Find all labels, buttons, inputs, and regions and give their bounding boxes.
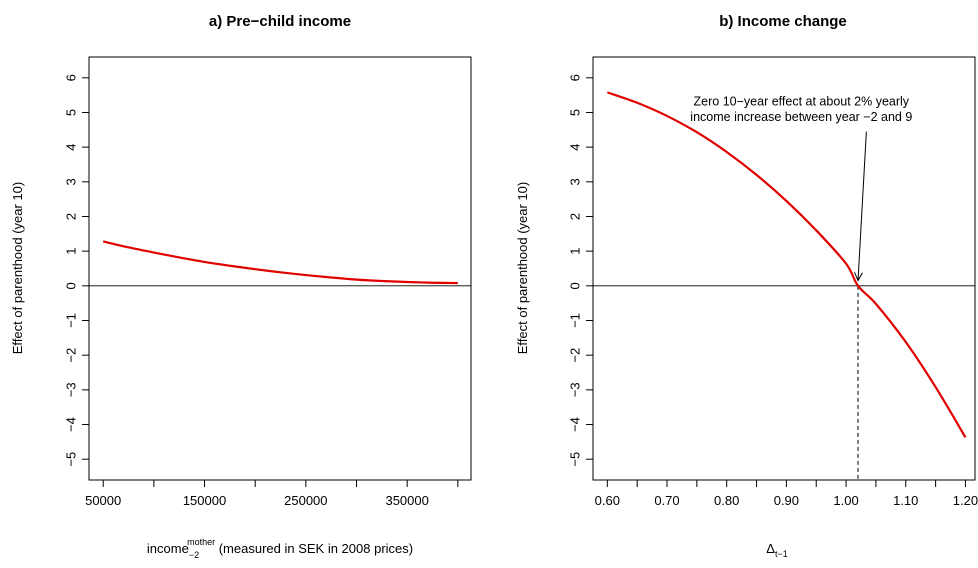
panel-b-x-tick-label: 0.70 [654, 493, 679, 508]
panel-b-y-label: Effect of parenthood (year 10) [515, 182, 530, 354]
panel-a-y-tick-label: −3 [64, 382, 79, 397]
panel-b-x-tick-label: 0.60 [595, 493, 620, 508]
panel-a-y-tick-label: −4 [64, 417, 79, 432]
panel-a-y-tick-label: 0 [64, 282, 79, 289]
panel-b-x-axis: 0.60 0.70 0.80 0.90 1.00 1.10 1.20 [595, 480, 978, 508]
panel-a-y-tick-label: −1 [64, 313, 79, 328]
panel-a: a) Pre−child income −5 −4 −3 −2 −1 0 1 2 3 4 5 6 50… [10, 13, 472, 560]
panel-b-y-tick-label: −5 [568, 452, 583, 467]
panel-a-y-tick-label: 1 [64, 248, 79, 255]
panel-b-y-tick-label: −2 [568, 348, 583, 363]
panel-a-y-tick-label: 4 [64, 144, 79, 151]
panel-a-x-label-main: income [147, 541, 189, 556]
panel-b-y-tick-label: 3 [568, 178, 583, 185]
panel-a-y-tick-label: −5 [64, 452, 79, 467]
panel-b-title: b) Income change [719, 13, 847, 30]
panel-a-y-tick-label: −2 [64, 348, 79, 363]
panel-a-x-axis: 50000 150000 250000 350000 [85, 480, 459, 508]
panel-b-y-tick-label: −3 [568, 382, 583, 397]
panel-a-plot-box [88, 56, 472, 481]
panel-b-x-tick-label: 1.00 [833, 493, 858, 508]
panel-b-y-tick-label: 0 [568, 282, 583, 289]
panel-a-x-label: income−2 mother (measured in SEK in 2008 … [147, 537, 413, 560]
panel-b-annotation-arrowhead [854, 272, 863, 282]
panel-a-y-tick-label: 3 [64, 178, 79, 185]
panel-b-annotation-line-2: income increase between year −2 and 9 [690, 110, 912, 124]
panel-b-y-tick-label: −4 [568, 417, 583, 432]
panel-a-y-tick-label: 5 [64, 109, 79, 116]
panel-a-y-axis: −5 −4 −3 −2 −1 0 1 2 3 4 5 6 [64, 74, 89, 467]
panel-b-x-label-main: Δ [766, 541, 775, 556]
panel-b-x-tick-label: 1.20 [953, 493, 978, 508]
panel-b-y-tick-label: 4 [568, 144, 583, 151]
panel-b-y-tick-label: 2 [568, 213, 583, 220]
panel-a-y-tick-label: 6 [64, 74, 79, 81]
panel-a-x-tick-label: 350000 [385, 493, 428, 508]
panel-a-x-tick-label: 50000 [85, 493, 121, 508]
panel-b-y-tick-label: 6 [568, 74, 583, 81]
panel-b-y-tick-label: 1 [568, 248, 583, 255]
panel-a-x-tick-label: 150000 [183, 493, 226, 508]
panel-a-y-label: Effect of parenthood (year 10) [10, 182, 25, 354]
panel-b-x-tick-label: 0.90 [774, 493, 799, 508]
panel-a-x-label-sup: mother [187, 537, 215, 547]
panel-b-series-line [606, 91, 967, 438]
panel-a-x-tick-label: 250000 [284, 493, 327, 508]
panel-b-y-tick-label: 5 [568, 109, 583, 116]
panel-b-x-tick-label: 1.10 [893, 493, 918, 508]
panel-b-y-axis: −5 −4 −3 −2 −1 0 1 2 3 4 5 6 [568, 74, 593, 467]
panel-a-title: a) Pre−child income [209, 13, 351, 30]
panel-b-x-label: Δt−1 [766, 541, 787, 559]
panel-a-x-label-sub: −2 [189, 550, 199, 560]
panel-b-annotation-arrow [857, 131, 867, 281]
panel-b-x-label-sub: t−1 [775, 549, 788, 559]
panel-b-plot-box [592, 56, 976, 481]
panel-b-annotation-line-1: Zero 10−year effect at about 2% yearly [694, 95, 910, 109]
panel-b-x-tick-label: 0.80 [714, 493, 739, 508]
panel-a-series-line [102, 240, 458, 285]
panel-a-y-tick-label: 2 [64, 213, 79, 220]
panel-a-x-label-rest: (measured in SEK in 2008 prices) [215, 541, 413, 556]
panel-b-y-tick-label: −1 [568, 313, 583, 328]
